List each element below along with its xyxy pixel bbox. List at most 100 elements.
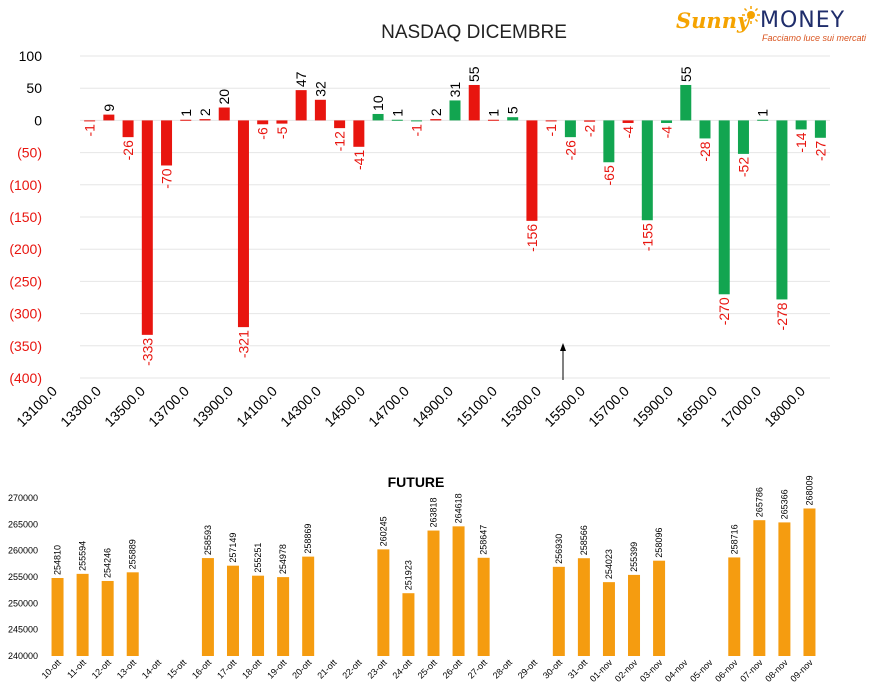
- bar: [680, 84, 692, 121]
- bar: [101, 580, 114, 656]
- x-tick-label: 30-ott: [541, 657, 565, 681]
- data-label: 9: [101, 104, 117, 112]
- data-label: 255889: [128, 539, 138, 569]
- bar: [51, 578, 64, 656]
- data-label: 258647: [479, 525, 489, 555]
- x-tick-label: 13500.0: [101, 383, 148, 430]
- x-tick-label: 20-ott: [290, 657, 314, 681]
- data-label: -28: [697, 141, 713, 161]
- bar: [452, 526, 465, 656]
- bar: [218, 107, 230, 121]
- data-label: -278: [774, 302, 790, 330]
- x-tick-label: 13700.0: [145, 383, 192, 430]
- bar: [314, 99, 326, 121]
- bar: [753, 520, 766, 656]
- x-tick-label: 31-ott: [566, 657, 590, 681]
- x-tick-label: 09-nov: [788, 657, 815, 684]
- data-label: -321: [235, 330, 251, 358]
- bar: [507, 117, 519, 121]
- x-tick-label: 12-ott: [90, 657, 114, 681]
- data-label: -5: [274, 126, 290, 139]
- x-tick-label: 15900.0: [629, 383, 676, 430]
- x-tick-label: 07-nov: [738, 657, 765, 684]
- x-tick-label: 16500.0: [673, 383, 720, 430]
- bar: [353, 120, 365, 147]
- bar: [728, 557, 741, 656]
- data-label: 5: [505, 106, 521, 114]
- bar: [577, 558, 590, 656]
- data-label: 268009: [804, 475, 814, 505]
- data-label: 1: [178, 109, 194, 117]
- x-tick-label: 21-ott: [315, 657, 339, 681]
- chart-title: NASDAQ DICEMBRE: [381, 22, 567, 43]
- nasdaq-chart: NASDAQ DICEMBRE 100 50 0 (50) (100) (150) (200…: [9, 22, 830, 430]
- data-label: -1: [543, 124, 559, 137]
- x-tick-label: 18-ott: [240, 657, 264, 681]
- bar: [584, 120, 596, 122]
- bar: [803, 508, 816, 656]
- bar: [391, 119, 403, 121]
- future-chart: FUTURE 270000 265000 260000 255000 250000 245…: [8, 474, 816, 684]
- data-label: 263818: [429, 498, 439, 528]
- bar: [76, 573, 89, 656]
- bar: [795, 120, 807, 130]
- bar: [564, 120, 576, 138]
- x-tick-label: 06-nov: [713, 657, 740, 684]
- x-tick-label: 04-nov: [663, 657, 690, 684]
- data-label: -270: [716, 297, 732, 325]
- data-label: 254978: [278, 544, 288, 574]
- bar: [699, 120, 711, 139]
- data-label: -156: [524, 224, 540, 252]
- data-label: 10: [370, 95, 386, 111]
- data-label: 258566: [579, 525, 589, 555]
- y-tick-label: (350): [9, 338, 42, 354]
- y-tick-label: (100): [9, 177, 42, 193]
- x-tick-label: 13100.0: [13, 383, 60, 430]
- x-tick-label: 23-ott: [365, 657, 389, 681]
- data-label: 32: [312, 81, 328, 97]
- x-tick-label: 29-ott: [516, 657, 540, 681]
- data-label: -26: [120, 140, 136, 160]
- x-tick-label: 18000.0: [761, 383, 808, 430]
- bar: [487, 119, 499, 121]
- data-label: 258096: [654, 528, 664, 558]
- data-label: -65: [601, 165, 617, 185]
- data-label: 258869: [303, 524, 313, 554]
- bar: [430, 119, 442, 121]
- bar: [237, 120, 249, 328]
- bar: [427, 530, 440, 656]
- data-label: 257149: [228, 533, 238, 563]
- bar: [252, 575, 265, 656]
- y-tick-label: 250000: [8, 598, 38, 608]
- data-label: -333: [139, 338, 155, 366]
- data-label: 1: [485, 109, 501, 117]
- x-tick-label: 14100.0: [233, 383, 280, 430]
- x-tick-label: 05-nov: [688, 657, 715, 684]
- data-label: 254810: [53, 545, 63, 575]
- y-tick-label: 100: [19, 48, 43, 64]
- bar: [622, 120, 634, 123]
- bar: [411, 120, 423, 122]
- data-label: -6: [255, 127, 271, 140]
- y-tick-label: (200): [9, 241, 42, 257]
- bar: [226, 565, 239, 656]
- x-tick-label: 15-ott: [165, 657, 189, 681]
- bar: [468, 84, 480, 121]
- y-tick-label: (50): [17, 145, 42, 161]
- data-label: 2: [197, 108, 213, 116]
- y-tick-label: (400): [9, 370, 42, 386]
- y-tick-label: 255000: [8, 572, 38, 582]
- y-tick-label: 245000: [8, 625, 38, 635]
- bar: [84, 120, 96, 122]
- x-tick-label: 17000.0: [717, 383, 764, 430]
- data-label: -155: [639, 223, 655, 251]
- data-label: 256930: [554, 534, 564, 564]
- bar: [449, 100, 461, 121]
- y-tick-label: 0: [34, 112, 42, 128]
- data-label: 1: [755, 109, 771, 117]
- marker-arrow: [560, 343, 566, 380]
- x-tick-label: 14900.0: [409, 383, 456, 430]
- bar: [377, 549, 390, 656]
- data-label: 251923: [403, 560, 413, 590]
- data-label: -70: [159, 168, 175, 188]
